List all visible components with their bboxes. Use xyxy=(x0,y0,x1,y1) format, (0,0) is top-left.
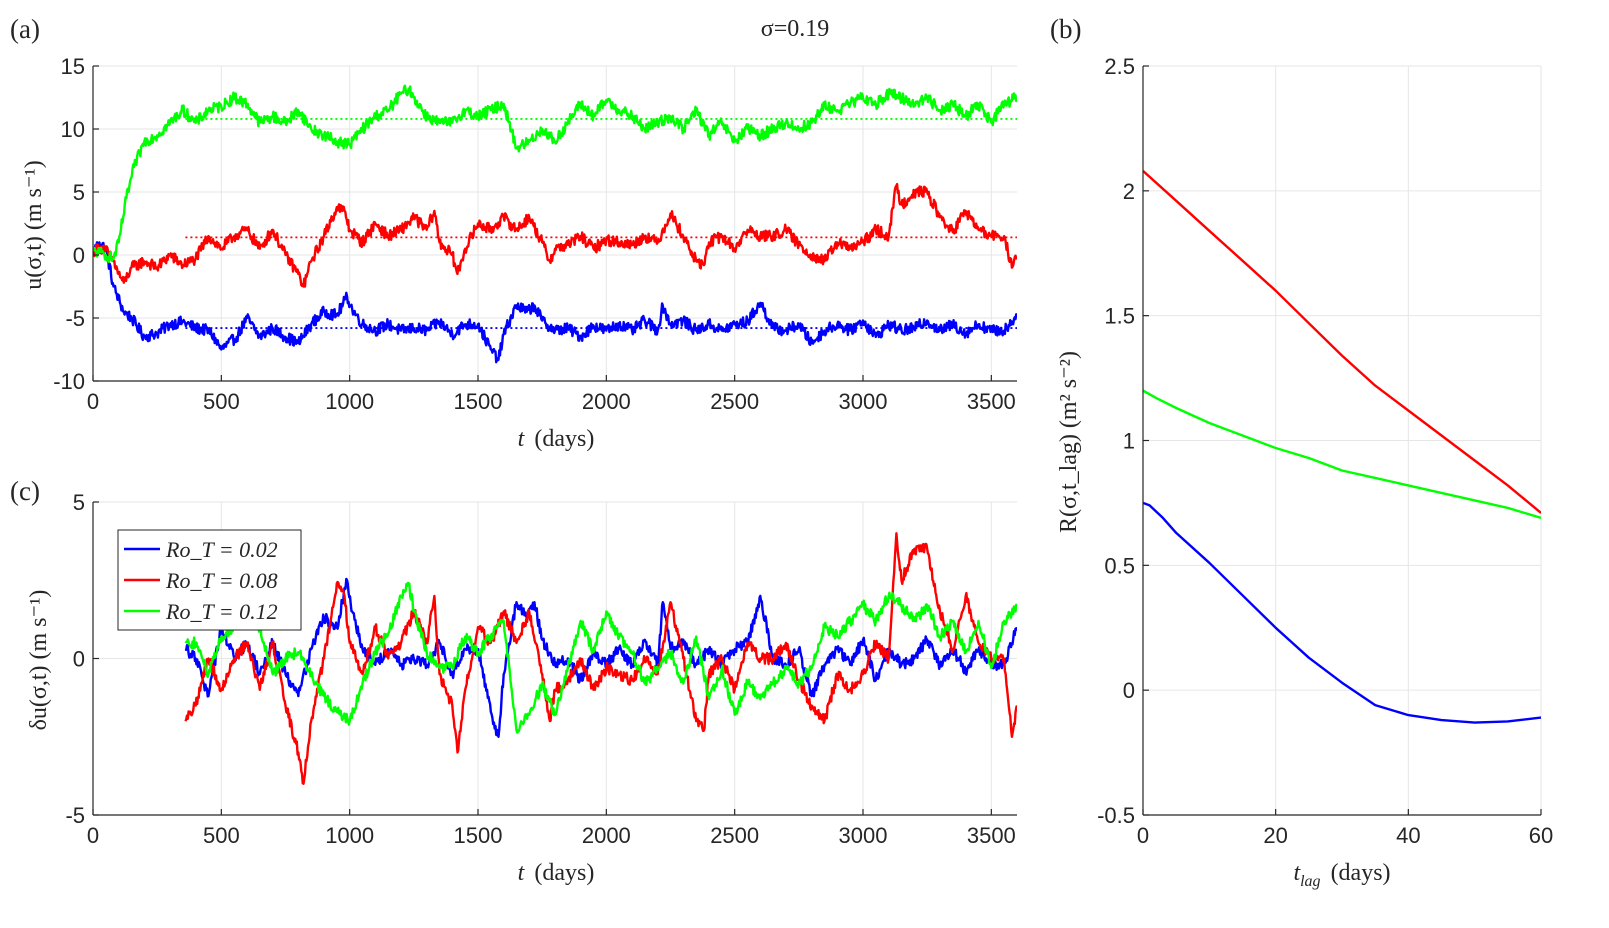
panel-c-xtick-label-5: 2500 xyxy=(710,823,759,848)
panel-b-xlabel-unit: (days) xyxy=(1331,860,1391,886)
panel-c-ytick-label-2: 5 xyxy=(73,490,85,515)
panel-a-xlabel-unit: (days) xyxy=(534,426,594,452)
panel-c-letter: (c) xyxy=(10,476,40,506)
panel-a-series-line-0 xyxy=(93,241,1017,364)
panel-c-xtick-label-0: 0 xyxy=(87,823,99,848)
panel-b-xlabel-sub: lag xyxy=(1300,873,1320,890)
panel-a-ytick-label-2: 0 xyxy=(73,243,85,268)
panel-a-ticks: 0 500 1000 1500 2000 2500 3000 3500 -10 -5 0 5 10 15 xyxy=(53,54,1016,414)
panel-b-xtick-label-2: 40 xyxy=(1396,823,1420,848)
panel-a-xtick-label-3: 1500 xyxy=(454,389,503,414)
panel-b-series-line-0 xyxy=(1143,501,1541,724)
panel-a-xtick-label-0: 0 xyxy=(87,389,99,414)
panel-a-xlabel: t (days) xyxy=(518,426,595,452)
panel-c-series-line-2 xyxy=(184,581,1017,734)
panel-c-xlabel-var: t xyxy=(518,860,526,886)
panel-c-xtick-label-6: 3000 xyxy=(839,823,888,848)
panel-b-ticks: 0 20 40 60-0.500.511.522.5 xyxy=(1097,54,1553,848)
figure-suptitle: σ=0.19 xyxy=(761,16,829,42)
panel-c-series-layer xyxy=(184,532,1017,785)
panel-a-xtick-label-6: 3000 xyxy=(839,389,888,414)
panel-a-letter: (a) xyxy=(10,14,40,44)
panel-b-series-layer xyxy=(1143,170,1541,724)
legend-entry-red: Ro_T = 0.08 xyxy=(165,568,278,593)
panel-b-xlabel: tlag (days) xyxy=(1293,860,1390,890)
panel-c-legend: Ro_T = 0.02 Ro_T = 0.08 Ro_T = 0.12 xyxy=(117,529,302,631)
legend-entry-green: Ro_T = 0.12 xyxy=(165,599,278,624)
panel-c-plot-area xyxy=(184,532,1017,785)
panel-b-xtick-label-0: 0 xyxy=(1137,823,1149,848)
panel-a-plot-area xyxy=(93,84,1017,364)
panel-a-xtick-label-5: 2500 xyxy=(710,389,759,414)
panel-a-ytick-label-5: 15 xyxy=(61,54,85,79)
panel-a-xlabel-var: t xyxy=(518,426,526,452)
panel-a-ytick-label-3: 5 xyxy=(73,180,85,205)
panel-b-ylabel: R(σ,t_lag) (m² s⁻²) xyxy=(1056,351,1082,533)
panel-b-series-line-1 xyxy=(1143,170,1541,514)
panel-a-ytick-label-4: 10 xyxy=(61,117,85,142)
panel-c-ytick-label-0: -5 xyxy=(65,803,85,828)
panel-c-series-line-1 xyxy=(184,532,1017,785)
panel-c-xtick-label-1: 500 xyxy=(203,823,240,848)
panel-a-xtick-label-1: 500 xyxy=(203,389,240,414)
panel-a: (a) 0 500 1000 1500 2000 2500 3000 3500 -10 -5 0 5 1… xyxy=(10,14,1017,452)
panel-c-ylabel: δu(σ,t) (m s⁻¹) xyxy=(26,590,52,731)
panel-b-ytick-label-2: 0.5 xyxy=(1104,553,1135,578)
panel-c-series-line-0 xyxy=(184,577,1017,738)
panel-a-ylabel: u(σ,t) (m s⁻¹) xyxy=(21,160,47,289)
panel-b-xtick-label-1: 20 xyxy=(1263,823,1287,848)
panel-c-xtick-label-7: 3500 xyxy=(967,823,1016,848)
panel-b-xlabel-var: t xyxy=(1293,860,1301,886)
panel-b-plot-area xyxy=(1143,170,1541,724)
panel-c-xtick-label-2: 1000 xyxy=(325,823,374,848)
panel-b-ytick-label-1: 0 xyxy=(1123,678,1135,703)
panel-b-letter: (b) xyxy=(1050,14,1081,44)
panel-a-ytick-label-0: -10 xyxy=(53,369,85,394)
panel-a-xtick-label-2: 1000 xyxy=(325,389,374,414)
panel-b-grid xyxy=(1142,65,1542,816)
panel-c-xlabel-unit: (days) xyxy=(534,860,594,886)
panel-a-grid xyxy=(92,65,1017,382)
panel-b-xtick-label-3: 60 xyxy=(1529,823,1553,848)
panel-c-xtick-label-4: 2000 xyxy=(582,823,631,848)
panel-a-xtick-label-4: 2000 xyxy=(582,389,631,414)
panel-b-ytick-label-6: 2.5 xyxy=(1104,54,1135,79)
panel-a-series-line-2 xyxy=(93,84,1017,264)
panel-a-ytick-label-1: -5 xyxy=(65,306,85,331)
panel-b-ytick-label-0: -0.5 xyxy=(1097,803,1135,828)
panel-b-series-line-2 xyxy=(1143,389,1541,520)
panel-c-ticks: 0 500 1000 1500 2000 2500 3000 3500-505 xyxy=(65,490,1015,848)
panel-c-xtick-label-3: 1500 xyxy=(454,823,503,848)
panel-b: (b) 0 20 40 60-0.500.511.522.5 tlag (days) R… xyxy=(1050,14,1553,890)
panel-a-series-line-1 xyxy=(93,182,1017,288)
panel-a-series-layer xyxy=(93,84,1017,364)
panel-c-xlabel: t (days) xyxy=(518,860,595,886)
panel-b-ytick-label-3: 1 xyxy=(1123,429,1135,454)
panel-b-ytick-label-5: 2 xyxy=(1123,179,1135,204)
panel-c-ytick-label-1: 0 xyxy=(73,647,85,672)
legend-entry-blue: Ro_T = 0.02 xyxy=(165,537,278,562)
panel-b-ytick-label-4: 1.5 xyxy=(1104,304,1135,329)
panel-c: (c) 0 500 1000 1500 2000 2500 3000 3500-505 t (d… xyxy=(10,476,1017,886)
panel-a-xtick-label-7: 3500 xyxy=(967,389,1016,414)
